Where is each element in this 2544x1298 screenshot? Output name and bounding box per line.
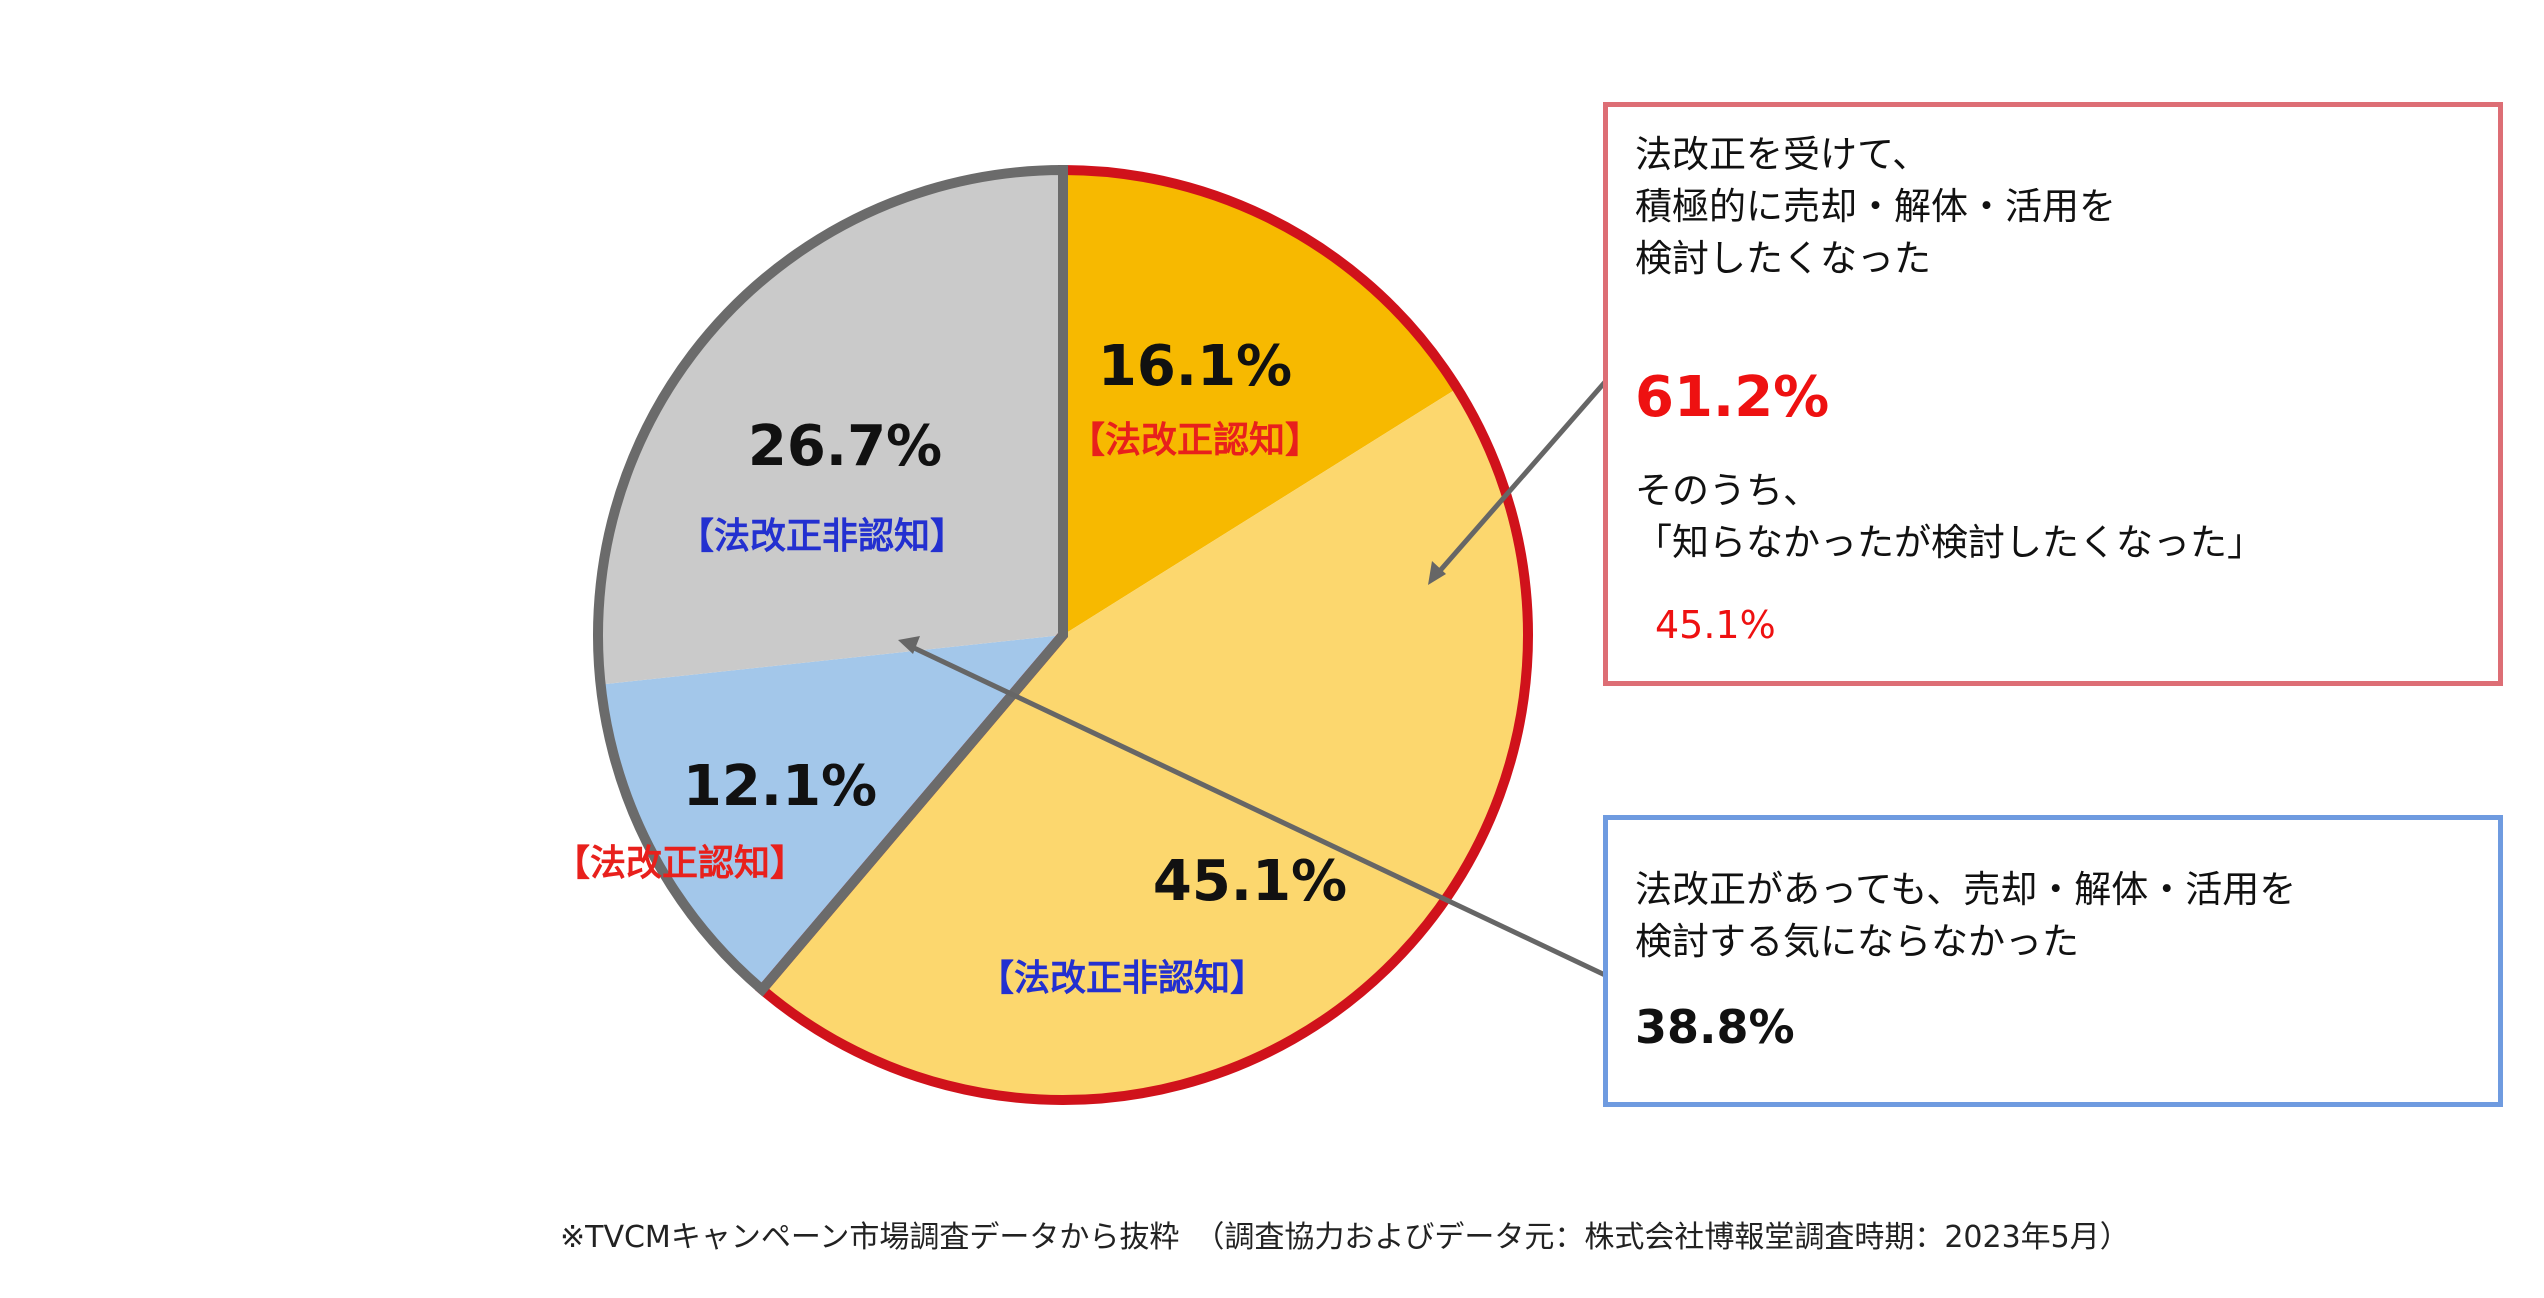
callout-arrowhead-not bbox=[898, 636, 920, 654]
callout-want-line-3: 検討したくなった bbox=[1635, 237, 1931, 280]
slice-percent-label-0: 16.1% bbox=[1098, 334, 1292, 399]
callout-not-line-1: 法改正があっても、売却・解体・活用を bbox=[1635, 868, 2297, 911]
group-outline-want bbox=[755, 164, 1533, 1105]
callout-want-box: 法改正を受けて、 積極的に売却・解体・活用を 検討したくなった 61.2% その… bbox=[1603, 102, 2503, 686]
callout-want-subline-2: 「知らなかったが検討したくなった」 bbox=[1635, 521, 2264, 564]
slice-category-label-1: 【法改正非認知】 bbox=[978, 958, 1266, 999]
slice-percent-label-3: 26.7% bbox=[748, 414, 942, 479]
slice-percent-label-1: 45.1% bbox=[1153, 849, 1347, 914]
pie-slice-1 bbox=[759, 386, 1532, 1105]
callout-arrow-want bbox=[1436, 380, 1607, 575]
source-footnote: ※TVCMキャンペーン市場調査データから抜粋 （調査協力およびデータ元：株式会社… bbox=[560, 1220, 2130, 1255]
pie-slice-3 bbox=[594, 166, 1063, 686]
slice-category-label-3: 【法改正非認知】 bbox=[678, 516, 966, 557]
callout-not-line-2: 検討する気にならなかった bbox=[1635, 920, 2079, 963]
pie-chart: 16.1% 【法改正認知】 45.1% 【法改正非認知】 12.1% 【法改正認知】 26.… bbox=[554, 164, 1607, 1105]
group-outline-not bbox=[593, 164, 1068, 997]
callout-want-percent: 61.2% bbox=[1635, 365, 1830, 430]
callout-want-subline-1: そのうち、 bbox=[1635, 469, 1820, 512]
callout-arrow-not bbox=[910, 644, 1607, 978]
callout-want-subpercent: 45.1% bbox=[1655, 603, 1776, 647]
callout-arrowhead-want bbox=[1428, 561, 1446, 585]
callout-not-box: 法改正があっても、売却・解体・活用を 検討する気にならなかった 38.8% bbox=[1603, 815, 2503, 1107]
slice-percent-label-2: 12.1% bbox=[683, 754, 877, 819]
slice-category-label-2: 【法改正認知】 bbox=[554, 843, 806, 884]
pie-slice-2 bbox=[596, 635, 1063, 993]
callout-not-percent: 38.8% bbox=[1635, 1000, 1795, 1054]
callout-want-line-1: 法改正を受けて、 bbox=[1635, 133, 1930, 176]
slice-category-label-0: 【法改正認知】 bbox=[1069, 420, 1321, 461]
callout-want-line-2: 積極的に売却・解体・活用を bbox=[1635, 185, 2116, 228]
